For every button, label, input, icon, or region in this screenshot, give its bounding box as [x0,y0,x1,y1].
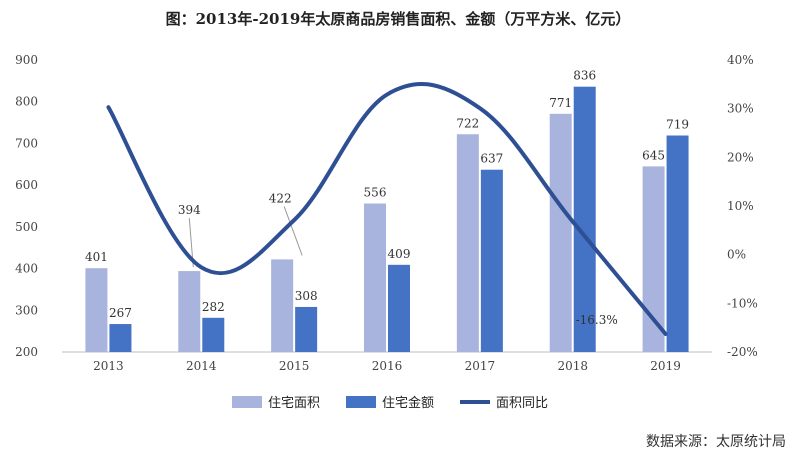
line-series-mianji-tongbi [106,81,668,336]
bar-zhuzhai-jine [388,264,410,352]
x-axis-tick-label: 2014 [186,359,217,373]
left-axis-tick-label: 800 [15,95,38,109]
bar-zhuzhai-mianji [178,271,201,352]
legend-swatch [232,396,262,408]
x-axis-tick-label: 2015 [279,359,310,373]
data-label-zhuzhai-mianji: 422 [269,191,292,205]
left-axis-tick-label: 500 [15,220,38,234]
data-label-zhuzhai-jine: 282 [202,300,225,314]
label-leader-lines [188,206,303,268]
left-axis-tick-label: 400 [15,262,38,276]
source-note: 数据来源：太原统计局 [646,434,786,450]
right-axis-tick-label: -10% [727,296,758,310]
data-label-zhuzhai-jine: 719 [666,118,689,132]
chart-title: 图：2013年-2019年太原商品房销售面积、金额（万平方米、亿元） [166,10,631,28]
bar-zhuzhai-jine [295,306,318,352]
bar-zhuzhai-mianji [549,113,572,352]
x-axis-tick-label: 2019 [650,359,681,373]
bar-zhuzhai-mianji [364,203,386,352]
bar-zhuzhai-mianji [271,259,294,352]
left-axis-tick-label: 600 [15,178,38,192]
left-axis: 200 300 400 500 600 700 800 900 [15,53,38,359]
data-label-zhuzhai-mianji: 722 [456,116,479,130]
legend-swatch [346,396,376,408]
right-axis-tick-label: 40% [727,53,754,67]
x-axis-tick-label: 2017 [465,359,496,373]
legend-label: 面积同比 [496,396,548,411]
bar-series [85,86,689,352]
bar-zhuzhai-mianji [642,166,665,352]
right-axis-tick-label: 30% [727,102,754,116]
bar-zhuzhai-jine [202,317,225,352]
data-label-zhuzhai-jine: 409 [388,247,411,261]
line-annotation: -16.3% [576,313,618,327]
left-axis-tick-label: 200 [15,345,38,359]
data-label-zhuzhai-jine: 637 [480,152,503,166]
right-axis-tick-label: 0% [727,248,746,262]
legend-label: 住宅金额 [382,395,434,411]
data-label-zhuzhai-jine: 836 [573,69,596,83]
data-label-zhuzhai-mianji: 771 [549,96,572,110]
left-axis-tick-label: 900 [15,53,38,67]
data-label-zhuzhai-mianji: 645 [642,148,665,162]
left-axis-tick-label: 300 [15,303,38,317]
legend-label: 住宅面积 [268,396,320,411]
right-axis: -20% -10% 0% 10% 20% 30% 40% [727,53,758,359]
bar-zhuzhai-jine [480,169,503,352]
leader-line [283,206,303,256]
bar-zhuzhai-mianji [456,134,479,352]
data-label-zhuzhai-mianji: 394 [178,203,201,217]
bar-zhuzhai-mianji [85,268,108,352]
x-axis-tick-label: 2018 [557,359,588,373]
bar-zhuzhai-jine [573,86,596,352]
x-axis: 2013 2014 2015 2016 2017 2018 2019 [93,359,681,373]
bar-zhuzhai-jine [666,135,689,352]
right-axis-tick-label: -20% [727,345,758,359]
data-label-zhuzhai-mianji: 401 [85,250,108,264]
legend: 住宅面积 住宅金额 面积同比 [232,395,548,411]
data-label-zhuzhai-jine: 308 [295,289,318,303]
x-axis-tick-label: 2016 [372,359,403,373]
right-axis-tick-label: 10% [727,199,754,213]
left-axis-tick-label: 700 [15,136,38,150]
x-axis-tick-label: 2013 [93,359,124,373]
data-label-zhuzhai-jine: 267 [109,306,132,320]
data-label-zhuzhai-mianji: 556 [364,185,387,199]
bar-zhuzhai-jine [109,324,132,352]
right-axis-tick-label: 20% [727,150,754,164]
